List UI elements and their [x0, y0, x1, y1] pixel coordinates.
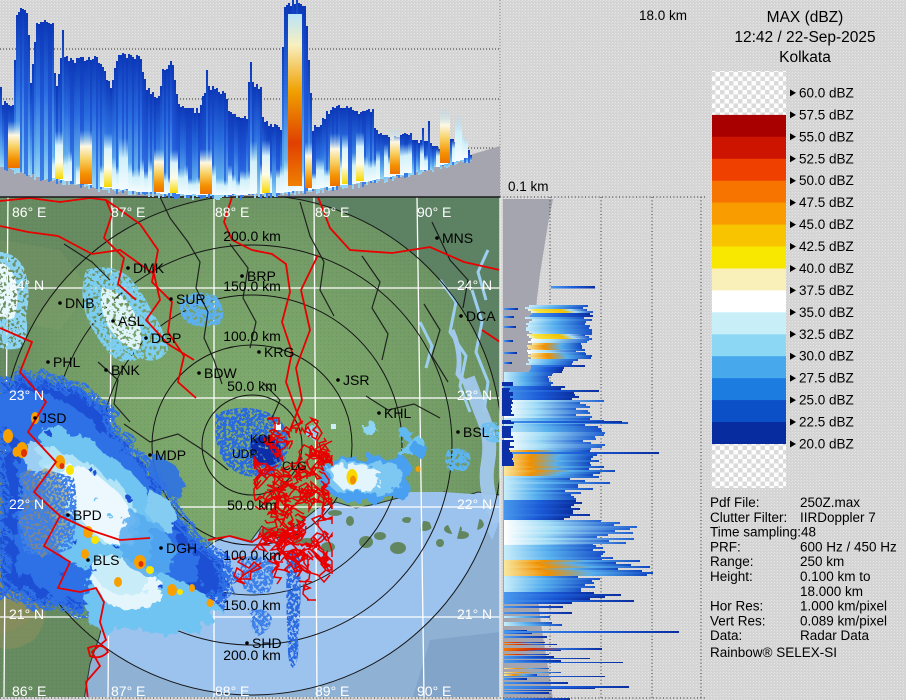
svg-text:50.0 km: 50.0 km [227, 497, 277, 513]
svg-text:40.0 dBZ: 40.0 dBZ [799, 261, 854, 276]
svg-text:12:42 / 22-Sep-2025: 12:42 / 22-Sep-2025 [734, 29, 875, 46]
svg-text:MNS: MNS [442, 230, 473, 246]
svg-text:PHL: PHL [53, 354, 80, 370]
svg-text:35.0 dBZ: 35.0 dBZ [799, 305, 854, 320]
svg-text:90° E: 90° E [417, 683, 451, 699]
svg-text:MAX (dBZ): MAX (dBZ) [767, 9, 844, 26]
svg-text:87° E: 87° E [111, 683, 145, 699]
svg-text:18.0 km: 18.0 km [639, 8, 687, 23]
svg-text:23° N: 23° N [457, 387, 492, 403]
svg-text:SUR: SUR [176, 291, 206, 307]
svg-text:250Z.max: 250Z.max [800, 495, 860, 510]
svg-text:22° N: 22° N [457, 496, 492, 512]
svg-text:BPD: BPD [73, 507, 102, 523]
svg-text:100.0 km: 100.0 km [223, 328, 281, 344]
svg-text:BDW: BDW [204, 365, 237, 381]
svg-text:CLG: CLG [282, 459, 307, 473]
svg-text:27.5 dBZ: 27.5 dBZ [799, 371, 854, 386]
svg-text:BNK: BNK [111, 362, 140, 378]
svg-text:0.100 km to: 0.100 km to [800, 569, 871, 584]
svg-text:Height:: Height: [710, 569, 753, 584]
svg-text:DCA: DCA [466, 308, 496, 324]
svg-text:Rainbow® SELEX-SI: Rainbow® SELEX-SI [710, 645, 837, 660]
svg-text:0.1 km: 0.1 km [508, 179, 549, 194]
svg-text:86° E: 86° E [12, 204, 46, 220]
svg-text:BSL: BSL [463, 424, 490, 440]
svg-text:ASL: ASL [118, 313, 145, 329]
svg-text:Range:: Range: [710, 554, 754, 569]
svg-text:22.5 dBZ: 22.5 dBZ [799, 415, 854, 430]
svg-text:86° E: 86° E [12, 683, 46, 699]
svg-text:Hor Res:: Hor Res: [710, 599, 763, 614]
svg-text:KHL: KHL [384, 405, 411, 421]
svg-text:32.5 dBZ: 32.5 dBZ [799, 327, 854, 342]
svg-text:88° E: 88° E [215, 204, 249, 220]
svg-text:DGH: DGH [166, 540, 197, 556]
svg-text:JSD: JSD [40, 410, 66, 426]
svg-text:JSR: JSR [343, 372, 369, 388]
svg-text:30.0 dBZ: 30.0 dBZ [799, 349, 854, 364]
svg-text:60.0 dBZ: 60.0 dBZ [799, 85, 854, 100]
svg-text:1.000 km/pixel: 1.000 km/pixel [800, 599, 887, 614]
svg-text:DMK: DMK [133, 260, 165, 276]
svg-text:150.0 km: 150.0 km [223, 278, 281, 294]
svg-text:50.0 dBZ: 50.0 dBZ [799, 173, 854, 188]
svg-text:24° N: 24° N [457, 277, 492, 293]
svg-text:21° N: 21° N [9, 606, 44, 622]
svg-text:89° E: 89° E [315, 683, 349, 699]
svg-text:21° N: 21° N [457, 606, 492, 622]
svg-text:24° N: 24° N [9, 277, 44, 293]
svg-text:42.5 dBZ: 42.5 dBZ [799, 239, 854, 254]
svg-text:20.0 dBZ: 20.0 dBZ [799, 437, 854, 452]
svg-text:KRG: KRG [264, 344, 294, 360]
svg-text:SHD: SHD [252, 635, 282, 651]
svg-text:200.0 km: 200.0 km [223, 228, 281, 244]
svg-text:Time sampling:48: Time sampling:48 [710, 525, 816, 540]
svg-text:DNB: DNB [65, 295, 95, 311]
svg-text:90° E: 90° E [417, 204, 451, 220]
svg-text:18.000 km: 18.000 km [800, 584, 863, 599]
svg-text:Kolkata: Kolkata [779, 49, 831, 66]
svg-text:600 Hz / 450 Hz: 600 Hz / 450 Hz [800, 539, 897, 554]
svg-text:25.0 dBZ: 25.0 dBZ [799, 393, 854, 408]
svg-text:MDP: MDP [155, 447, 186, 463]
svg-text:100.0 km: 100.0 km [223, 547, 281, 563]
svg-text:IIRDoppler 7: IIRDoppler 7 [800, 510, 876, 525]
svg-text:Pdf File:: Pdf File: [710, 495, 760, 510]
svg-text:0.089 km/pixel: 0.089 km/pixel [800, 613, 887, 628]
svg-text:57.5 dBZ: 57.5 dBZ [799, 107, 854, 122]
svg-text:55.0 dBZ: 55.0 dBZ [799, 129, 854, 144]
svg-text:150.0 km: 150.0 km [223, 597, 281, 613]
svg-text:BLS: BLS [93, 552, 119, 568]
svg-text:89° E: 89° E [315, 204, 349, 220]
svg-text:Vert Res:: Vert Res: [710, 613, 766, 628]
svg-text:250 km: 250 km [800, 554, 844, 569]
svg-text:88° E: 88° E [215, 683, 249, 699]
svg-text:DGP: DGP [151, 330, 181, 346]
svg-text:200.0 km: 200.0 km [223, 647, 281, 663]
svg-text:87° E: 87° E [111, 204, 145, 220]
svg-text:BRP: BRP [247, 268, 276, 284]
svg-text:PRF:: PRF: [710, 539, 741, 554]
svg-text:Clutter Filter:: Clutter Filter: [710, 510, 787, 525]
svg-text:37.5 dBZ: 37.5 dBZ [799, 283, 854, 298]
svg-text:Radar Data: Radar Data [800, 628, 870, 643]
svg-text:50.0 km: 50.0 km [227, 378, 277, 394]
svg-text:23° N: 23° N [9, 387, 44, 403]
svg-text:22° N: 22° N [9, 496, 44, 512]
svg-text:52.5 dBZ: 52.5 dBZ [799, 151, 854, 166]
svg-text:47.5 dBZ: 47.5 dBZ [799, 195, 854, 210]
svg-text:Data:: Data: [710, 628, 742, 643]
svg-text:UDP: UDP [232, 447, 257, 461]
svg-text:45.0 dBZ: 45.0 dBZ [799, 217, 854, 232]
svg-text:KOL: KOL [250, 432, 274, 446]
